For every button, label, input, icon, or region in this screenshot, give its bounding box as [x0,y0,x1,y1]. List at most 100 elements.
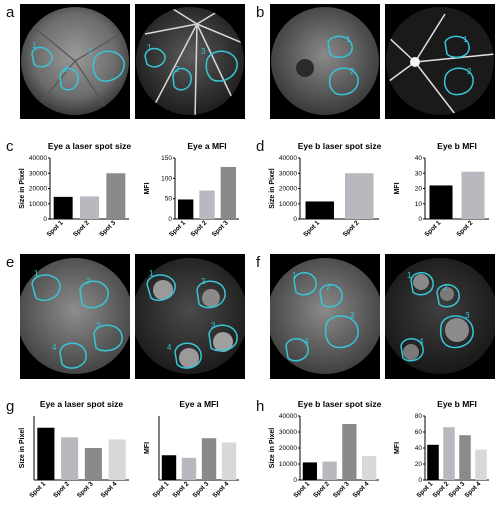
bar-spot-1 [302,462,317,480]
y-tick-label: 150 [161,155,172,162]
spot-label: 1 [32,41,37,50]
chart-c-spot-size: Eye a laser spot size Size in Pixel 0 10000… [18,140,133,245]
panel-letter-d: d [256,138,265,155]
chart-g-mfi: Eye a MFI MFI Spot 1 Spot 2 Spot 3 Spot 4 [143,398,243,506]
panel-letter-b: b [256,4,265,21]
x-tick-label: Spot 3 [191,480,210,499]
spot-label: 3 [96,321,101,330]
chart-svg: Eye b laser spot size Size in Pixel 0 10000… [269,141,382,238]
x-tick-label: Spot 2 [431,480,450,499]
bar-spot-3 [84,448,102,480]
y-tick-label: 30000 [29,170,47,177]
x-tick-label: Spot 3 [98,219,117,238]
bar-spot-2 [322,461,337,480]
y-tick-label: 100 [161,175,172,182]
x-tick-label: Spot 3 [76,480,95,499]
panel-letter-g: g [6,398,15,415]
bar-spot-4 [475,449,487,480]
y-tick-label: 60 [415,429,423,436]
y-tick-label: 10000 [29,201,47,208]
x-tick-label: Spot 2 [312,480,331,499]
y-tick-label: 40000 [279,155,297,162]
chart-svg: Eye b laser spot size Size in Pixel 0 10000… [269,399,382,499]
spot-label: 2 [467,67,472,76]
y-tick-label: 0 [418,477,422,484]
x-tick-label: Spot 1 [302,219,321,238]
y-axis-label: MFI [394,442,401,454]
y-tick-label: 0 [43,216,47,223]
y-axis-label: Size in Pixel [269,428,276,469]
y-tick-label: 0 [293,477,297,484]
bar-spot-4 [108,439,126,480]
bar-spot-3 [201,438,217,480]
chart-c-mfi: Eye a MFI MFI 0 50 100 150 Spot 1 Spot 2 Spot 3 [143,140,243,245]
spot-label: 4 [304,337,309,346]
bar-spot-4 [221,442,237,480]
bar-spot-1 [305,201,334,219]
x-tick-label: Spot 3 [211,219,230,238]
y-axis-label: Size in Pixel [19,168,26,209]
chart-svg: Eye a laser spot size Size in Pixel Spot 1… [19,399,129,499]
fundus-image-b-right: 1 2 [385,4,495,119]
x-tick-label: Spot 4 [463,480,482,499]
bar-spot-2 [461,171,485,219]
bar-spot-3 [459,435,471,480]
chart-title: Eye a MFI [179,399,218,409]
spot-label: 1 [147,43,152,52]
chart-svg: Eye a laser spot size Size in Pixel 0 10000… [19,141,131,238]
spot-label: 4 [52,343,57,352]
chart-title: Eye b MFI [437,399,477,409]
x-tick-label: Spot 2 [342,219,361,238]
chart-title: Eye a laser spot size [48,141,131,151]
chart-title: Eye b laser spot size [298,399,382,409]
y-tick-label: 40 [415,155,423,162]
x-tick-label: Spot 2 [455,219,474,238]
y-axis-label: Size in Pixel [19,428,26,469]
fundus-image-f-left: 1 2 3 4 [270,254,380,379]
chart-d-mfi: Eye b MFI MFI 0 10 20 30 40 Spot 1 Spot 2 [393,140,493,245]
spot-label: 3 [211,321,216,330]
chart-g-spot-size: Eye a laser spot size Size in Pixel Spot 1… [18,398,133,506]
bar-spot-2 [443,427,455,480]
spot-label: 3 [350,311,355,320]
bar-spot-2 [80,196,99,219]
spot-label: 2 [350,67,355,76]
y-tick-label: 20000 [29,186,47,193]
chart-svg: Eye a MFI MFI Spot 1 Spot 2 Spot 3 Spot 4 [144,399,239,499]
bar-spot-3 [342,424,357,480]
y-axis-label: MFI [394,182,401,194]
x-tick-label: Spot 3 [332,480,351,499]
y-tick-label: 20000 [279,186,297,193]
spot-label: 1 [463,35,468,44]
x-tick-label: Spot 2 [189,219,208,238]
spot-label: 4 [419,337,424,346]
bar-spot-3 [106,173,126,219]
chart-d-spot-size: Eye b laser spot size Size in Pixel 0 10000… [268,140,383,245]
x-tick-label: Spot 4 [211,480,230,499]
x-tick-label: Spot 4 [100,480,119,499]
bar-spot-2 [199,190,215,219]
bar-spot-1 [429,185,453,219]
bar-spot-1 [177,199,194,219]
spot-label: 2 [64,65,69,74]
x-tick-label: Spot 1 [151,480,170,499]
y-tick-label: 20 [415,186,423,193]
y-tick-label: 30000 [279,429,297,436]
fundus-image-e-left: 1 2 3 4 [20,254,130,379]
bar-spot-2 [345,173,374,219]
x-tick-label: Spot 1 [46,219,65,238]
spot-label: 4 [167,343,172,352]
y-tick-label: 20000 [279,445,297,452]
y-tick-label: 40 [415,445,423,452]
bar-spot-1 [53,196,73,219]
x-tick-label: Spot 1 [28,480,47,499]
y-tick-label: 10000 [279,201,297,208]
x-tick-label: Spot 1 [423,219,442,238]
x-tick-label: Spot 4 [352,480,371,499]
bar-spot-3 [220,166,237,219]
bar-spot-1 [37,427,55,480]
spot-label: 1 [34,269,39,278]
y-tick-label: 0 [168,216,172,223]
